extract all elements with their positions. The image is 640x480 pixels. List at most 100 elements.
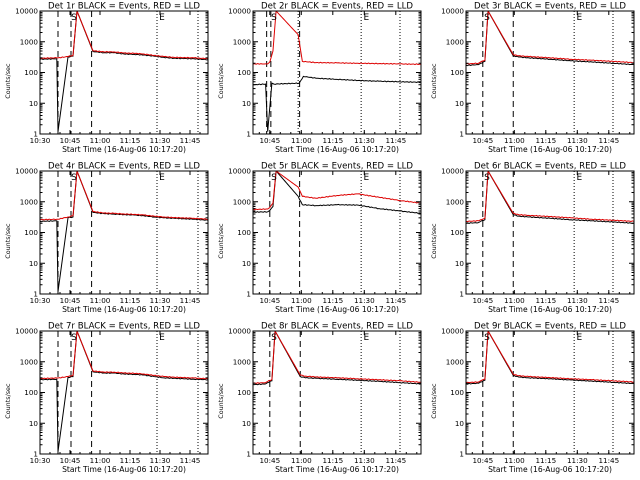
y-tick-label: 100: [24, 68, 38, 77]
start-marker-label: S: [71, 13, 77, 23]
plot-frame: [465, 330, 635, 455]
panel-title: Det 1r BLACK = Events, RED = LLD: [48, 2, 200, 12]
panel-title: Det 2r BLACK = Events, RED = LLD: [261, 2, 413, 12]
x-tick-label: 10:45: [259, 296, 280, 305]
plot-area: [40, 11, 208, 134]
y-tick-label: 10000: [441, 7, 464, 16]
lld-series-line: [253, 171, 421, 211]
x-axis-label: Start Time (16-Aug-06 10:17:20): [62, 305, 186, 314]
x-tick-label: 11:30: [567, 456, 588, 465]
x-tick-label: 10:45: [60, 136, 81, 145]
lld-series-line: [466, 171, 634, 223]
x-tick-label: 11:00: [90, 456, 111, 465]
y-axis-label: Counts/sec: [4, 383, 12, 419]
x-tick-label: 10:30: [30, 456, 51, 465]
x-tick-label: 11:00: [291, 456, 312, 465]
panel-title: Det 6r BLACK = Events, RED = LLD: [474, 162, 626, 172]
start-marker-label: S: [71, 173, 77, 183]
x-tick-label: 11:15: [322, 296, 343, 305]
y-axis-label: Counts/sec: [430, 223, 438, 259]
y-tick-label: 10000: [441, 167, 464, 176]
x-tick-label: 10:30: [30, 296, 51, 305]
y-tick-label: 10000: [15, 7, 38, 16]
detector-panel-4: S E 1 10 100 1000 10000 10:30 10:45 11:00 11:15 11:…: [4, 162, 209, 314]
y-axis-label: Counts/sec: [430, 383, 438, 419]
x-tick-label: 11:15: [120, 136, 141, 145]
y-tick-label: 1: [246, 129, 251, 138]
y-tick-label: 10000: [15, 167, 38, 176]
plot-area: [40, 171, 208, 294]
y-axis-label: Counts/sec: [4, 223, 12, 259]
x-tick-label: 11:00: [291, 296, 312, 305]
y-axis-label: Counts/sec: [217, 63, 225, 99]
y-tick-label: 10000: [15, 327, 38, 336]
events-series-line: [40, 11, 208, 132]
end-marker-label: E: [364, 173, 370, 183]
y-tick-label: 10: [29, 259, 39, 268]
y-tick-label: 10: [455, 259, 465, 268]
plot-frame: [39, 10, 209, 135]
y-tick-label: 10000: [228, 327, 251, 336]
y-tick-label: 1000: [20, 197, 39, 206]
y-tick-label: 10000: [228, 7, 251, 16]
plot-area: [466, 331, 634, 454]
detector-panel-5: S E 1 10 100 1000 10000 10:45 11:00 11:15 11:30 11:…: [217, 162, 422, 314]
y-axis-label: Counts/sec: [217, 383, 225, 419]
x-tick-label: 11:15: [535, 136, 556, 145]
y-tick-label: 100: [24, 228, 38, 237]
x-tick-label: 11:45: [598, 136, 619, 145]
y-tick-label: 100: [237, 228, 251, 237]
y-tick-label: 1000: [446, 37, 465, 46]
x-tick-label: 11:45: [180, 296, 201, 305]
x-tick-label: 11:30: [354, 296, 375, 305]
detector-panel-6: S E 1 10 100 1000 10000 10:45 11:00 11:15 11:30 11:…: [430, 162, 635, 314]
x-tick-label: 11:15: [535, 296, 556, 305]
plot-area: [253, 331, 421, 454]
y-tick-label: 1000: [20, 37, 39, 46]
y-tick-label: 1: [33, 449, 38, 458]
x-tick-label: 11:30: [567, 296, 588, 305]
x-tick-label: 11:15: [322, 456, 343, 465]
x-tick-label: 10:30: [30, 136, 51, 145]
x-tick-label: 11:45: [180, 456, 201, 465]
x-tick-label: 11:15: [535, 456, 556, 465]
events-series-line: [40, 171, 208, 292]
y-tick-label: 1: [33, 129, 38, 138]
x-tick-label: 11:45: [385, 136, 406, 145]
x-axis-label: Start Time (16-Aug-06 10:17:20): [275, 305, 399, 314]
y-tick-label: 1: [459, 449, 464, 458]
x-axis-label: Start Time (16-Aug-06 10:17:20): [62, 465, 186, 474]
plot-area: [253, 11, 421, 134]
detector-panel-3: S E 1 10 100 1000 10000 10:45 11:00 11:15 11:30 11:…: [430, 2, 635, 154]
x-tick-label: 11:00: [291, 136, 312, 145]
plot-frame: [39, 330, 209, 455]
x-tick-label: 11:45: [385, 296, 406, 305]
events-series-line: [253, 75, 421, 132]
panel-title: Det 8r BLACK = Events, RED = LLD: [261, 322, 413, 332]
x-tick-label: 11:15: [120, 456, 141, 465]
x-tick-label: 11:00: [504, 136, 525, 145]
end-marker-label: E: [577, 333, 583, 343]
lld-series-line: [466, 11, 634, 65]
y-tick-label: 100: [237, 388, 251, 397]
events-series-line: [466, 331, 634, 385]
x-axis-label: Start Time (16-Aug-06 10:17:20): [488, 305, 612, 314]
lld-series-line: [466, 331, 634, 384]
plot-frame: [465, 170, 635, 295]
x-tick-label: 10:45: [472, 296, 493, 305]
x-tick-label: 11:00: [504, 296, 525, 305]
x-tick-label: 11:30: [354, 456, 375, 465]
y-tick-label: 100: [450, 68, 464, 77]
y-tick-label: 1000: [20, 357, 39, 366]
x-tick-label: 11:00: [90, 296, 111, 305]
x-axis-label: Start Time (16-Aug-06 10:17:20): [488, 145, 612, 154]
y-tick-label: 10000: [441, 327, 464, 336]
y-axis-label: Counts/sec: [4, 63, 12, 99]
end-marker-label: E: [159, 13, 165, 23]
x-tick-label: 11:45: [598, 296, 619, 305]
lld-series-line: [253, 11, 421, 66]
y-tick-label: 1000: [446, 197, 465, 206]
x-tick-label: 11:00: [90, 136, 111, 145]
start-marker-label: S: [484, 173, 490, 183]
